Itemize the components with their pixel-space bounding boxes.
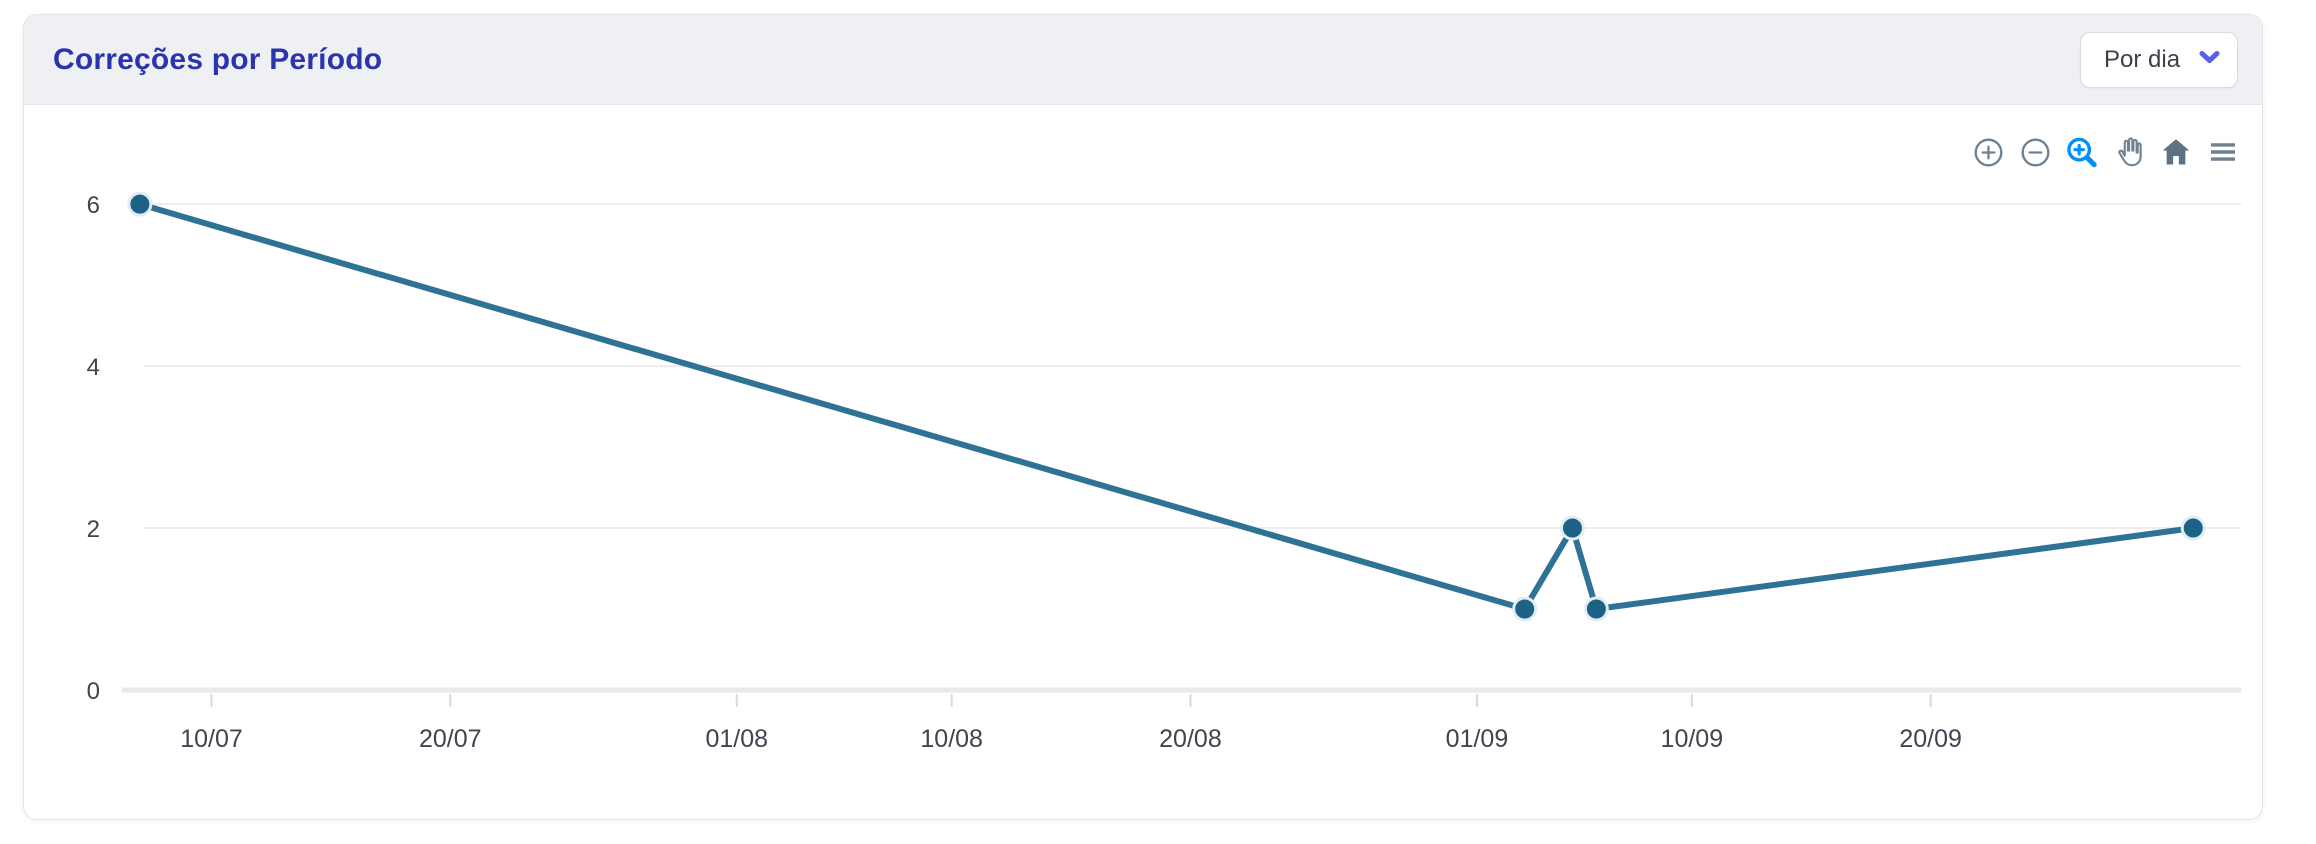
card-header: Correções por Período Por dia	[24, 15, 2262, 105]
data-point-05/09[interactable]	[1559, 515, 1585, 541]
chart-body: 0 2 4 6 10/07 20/07 01/08 10/08 20/08 01/09 10/09 2…	[24, 105, 2263, 820]
period-select-value: Por dia	[2104, 45, 2181, 73]
svg-text:6: 6	[87, 192, 100, 219]
data-point-03/09[interactable]	[1512, 596, 1538, 622]
period-select[interactable]: Por dia	[2080, 31, 2238, 88]
chart-toolbar	[1971, 135, 2240, 169]
svg-text:10/09: 10/09	[1661, 725, 1724, 753]
svg-text:10/08: 10/08	[920, 725, 983, 753]
svg-text:10/07: 10/07	[180, 725, 243, 753]
svg-text:4: 4	[87, 354, 100, 381]
page-title: Correções por Período	[53, 42, 383, 76]
svg-text:01/09: 01/09	[1446, 725, 1509, 753]
data-point-01/10[interactable]	[2180, 515, 2206, 541]
svg-text:2: 2	[87, 516, 100, 543]
line-chart[interactable]: 0 2 4 6 10/07 20/07 01/08 10/08 20/08 01/09 10/09 2…	[24, 105, 2263, 820]
data-point-07/07[interactable]	[127, 191, 153, 217]
svg-text:0: 0	[87, 678, 100, 705]
data-point-06/09[interactable]	[1583, 596, 1609, 622]
pan-icon[interactable]	[2112, 135, 2146, 169]
selection-zoom-icon[interactable]	[2065, 135, 2099, 169]
home-icon[interactable]	[2159, 135, 2193, 169]
zoom-out-icon[interactable]	[2018, 135, 2052, 169]
svg-text:20/09: 20/09	[1899, 725, 1962, 753]
svg-text:20/08: 20/08	[1159, 725, 1222, 753]
zoom-in-icon[interactable]	[1971, 135, 2005, 169]
svg-text:01/08: 01/08	[706, 725, 769, 753]
menu-icon[interactable]	[2206, 135, 2240, 169]
corrections-by-period-card: Correções por Período Por dia	[23, 14, 2263, 820]
svg-text:20/07: 20/07	[419, 725, 482, 753]
chevron-down-icon	[2198, 50, 2221, 70]
